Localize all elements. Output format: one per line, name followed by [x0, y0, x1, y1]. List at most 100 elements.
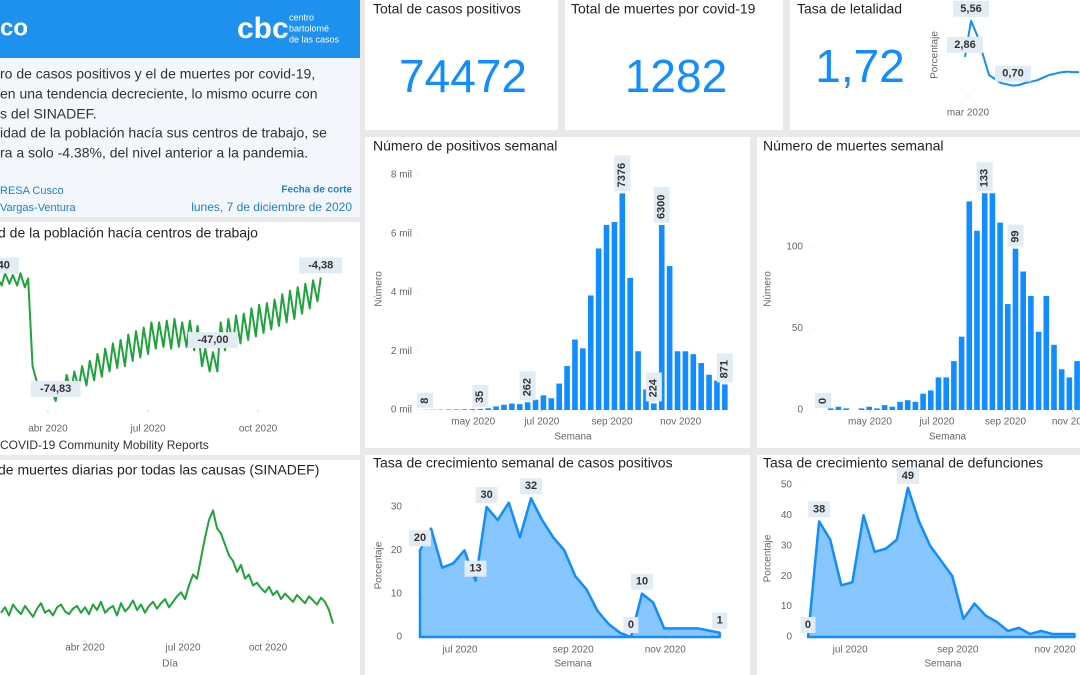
x-tick-label: sep 2020 — [553, 645, 595, 656]
data-label-text: 871 — [719, 360, 731, 378]
card — [790, 0, 1080, 130]
bar — [611, 222, 618, 410]
x-tick-label: nov 2020 — [1052, 417, 1080, 428]
panel — [757, 137, 1080, 448]
data-label-bg — [408, 530, 431, 547]
data-label: 0,70 — [995, 65, 1031, 82]
card — [365, 0, 558, 130]
bar — [572, 339, 578, 410]
data-label-bg — [187, 332, 238, 349]
x-tick-label: jul 2020 — [918, 417, 954, 428]
summary-line: idad de la población hacía sus centros d… — [0, 125, 327, 141]
logo-line: bartolomé — [289, 23, 329, 33]
summary-panel — [0, 58, 360, 217]
data-label: 133 — [976, 162, 993, 192]
data-label: 35 — [472, 384, 489, 407]
bar — [827, 408, 834, 410]
bar — [966, 201, 973, 410]
x-axis-title: Semana — [554, 659, 592, 670]
data-label: 38 — [808, 501, 831, 518]
data-label: 2,86 — [947, 36, 983, 53]
data-label-text: 49 — [902, 470, 914, 482]
data-label: 49 — [896, 467, 919, 484]
x-tick-label: oct 2020 — [239, 424, 278, 435]
bar — [866, 406, 873, 410]
x-axis-title: Semana — [554, 432, 592, 443]
y-tick-label: 0 mil — [391, 405, 412, 416]
y-tick-label: 20 — [781, 571, 793, 582]
x-tick-label: may 2020 — [451, 417, 495, 428]
bar — [1074, 361, 1080, 410]
x-tick-label: jul 2020 — [130, 424, 166, 435]
y-tick-label: 10 — [781, 601, 793, 612]
bar — [997, 222, 1003, 410]
source-line: Vargas-Ventura — [0, 202, 77, 214]
date-label: Fecha de corte — [281, 185, 352, 196]
data-label-bg — [464, 560, 487, 577]
data-label: 224 — [645, 372, 662, 402]
x-axis-title: Día — [162, 659, 178, 670]
data-label-text: -47,00 — [197, 334, 228, 346]
panel — [0, 460, 360, 675]
data-label-bg — [630, 573, 653, 590]
data-label: 30 — [475, 487, 498, 503]
data-label-text: 0,70 — [1002, 68, 1023, 80]
bar — [556, 383, 562, 410]
data-label-bg — [475, 487, 498, 503]
bar — [698, 363, 704, 410]
x-tick-label: jul 2020 — [523, 417, 559, 428]
bar — [524, 402, 531, 410]
data-label-text: -4,40 — [0, 259, 10, 271]
bar — [635, 351, 641, 410]
summary-line: ra a solo -4.38%, del nivel anterior a l… — [0, 145, 308, 161]
bar — [1043, 295, 1050, 410]
data-label-bg — [712, 612, 728, 629]
y-tick-label: 10 — [391, 588, 403, 599]
card — [565, 0, 783, 130]
bar — [912, 401, 919, 410]
bar — [920, 393, 926, 410]
data-label: 7376 — [614, 155, 631, 192]
date: lunes, 7 de diciembre de 2020 — [191, 200, 352, 214]
data-label-bg — [417, 392, 434, 408]
data-label: 6300 — [653, 186, 670, 223]
data-label-bg — [519, 371, 536, 401]
data-label-text: 262 — [522, 378, 534, 396]
header-title: co — [0, 14, 28, 41]
bar — [722, 384, 728, 410]
x-axis-title: Semana — [924, 659, 962, 670]
data-label-bg — [519, 478, 542, 495]
bar — [485, 408, 492, 410]
bar — [897, 401, 903, 410]
x-tick-label: oct 2020 — [249, 643, 288, 654]
bar — [493, 406, 499, 410]
bar — [1028, 295, 1034, 410]
x-tick-label: mar 2020 — [947, 108, 990, 119]
bar — [958, 336, 965, 410]
data-label-text: 224 — [648, 378, 660, 397]
bar — [1012, 248, 1019, 410]
card-value: 1282 — [625, 50, 727, 102]
y-tick-label: 2 mil — [391, 346, 412, 357]
y-tick-label: 6 mil — [391, 228, 412, 239]
chart-title: Número de muertes semanal — [763, 138, 944, 154]
bar — [501, 404, 507, 410]
y-axis-title: Porcentaje — [374, 541, 385, 589]
y-tick-label: 50 — [781, 480, 793, 491]
x-tick-label: nov 2020 — [660, 417, 702, 428]
data-label-text: 38 — [813, 503, 825, 515]
chart-source: COVID-19 Community Mobility Reports — [0, 438, 209, 452]
data-label-bg — [0, 257, 19, 274]
y-tick-label: 0 — [786, 632, 792, 643]
chart-title: d de la población hacía centros de traba… — [0, 225, 258, 241]
chart-title: Número de positivos semanal — [373, 138, 557, 154]
bar — [666, 266, 673, 410]
x-tick-label: sep 2020 — [591, 417, 633, 428]
y-tick-label: 8 mil — [391, 170, 412, 181]
bar — [674, 351, 681, 410]
bar — [564, 365, 570, 410]
bar — [843, 408, 849, 410]
line — [0, 509, 334, 624]
bar — [595, 248, 602, 410]
summary-line: en una tendencia decreciente, lo mismo o… — [0, 86, 318, 102]
